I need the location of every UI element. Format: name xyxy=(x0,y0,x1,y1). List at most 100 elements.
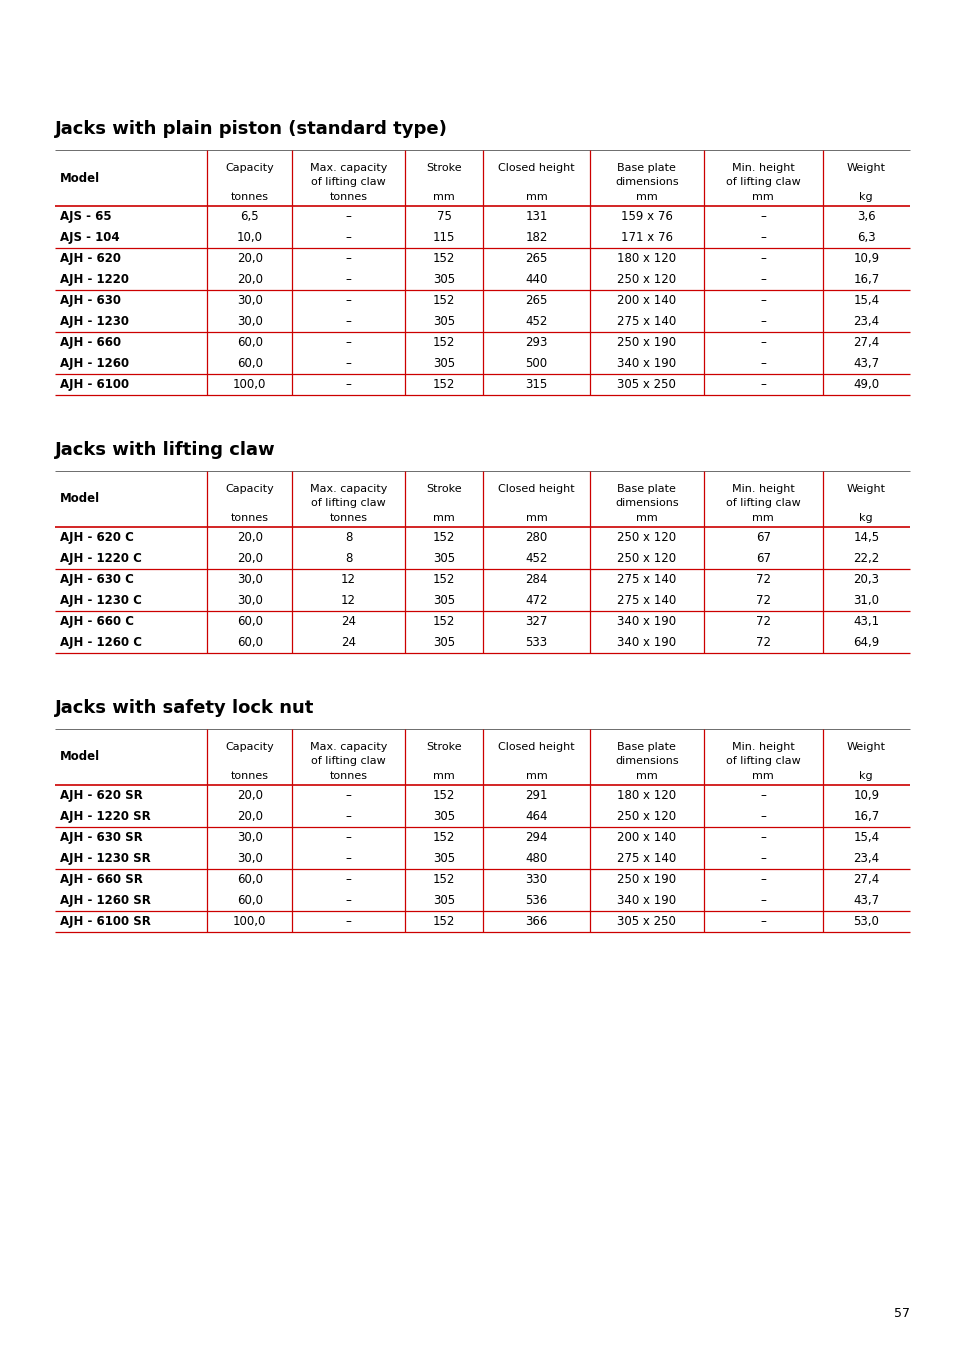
Text: Closed height: Closed height xyxy=(497,484,575,494)
Text: 152: 152 xyxy=(433,873,455,886)
Text: 200 x 140: 200 x 140 xyxy=(617,831,676,844)
Text: –: – xyxy=(345,789,351,802)
Text: kg: kg xyxy=(859,513,872,523)
Text: 340 x 190: 340 x 190 xyxy=(617,357,676,370)
Text: 533: 533 xyxy=(525,636,547,648)
Text: –: – xyxy=(345,231,351,245)
Text: 452: 452 xyxy=(525,553,547,565)
Text: –: – xyxy=(760,852,765,865)
Text: AJH - 660 SR: AJH - 660 SR xyxy=(60,873,143,886)
Text: 305: 305 xyxy=(433,273,455,286)
Text: 64,9: 64,9 xyxy=(852,636,879,648)
Text: –: – xyxy=(345,295,351,307)
Text: Stroke: Stroke xyxy=(426,484,461,494)
Text: 60,0: 60,0 xyxy=(236,336,262,349)
Text: 72: 72 xyxy=(755,615,770,628)
Text: 15,4: 15,4 xyxy=(852,831,879,844)
Text: AJS - 65: AJS - 65 xyxy=(60,209,112,223)
Text: 152: 152 xyxy=(433,915,455,928)
Text: –: – xyxy=(760,789,765,802)
Text: 23,4: 23,4 xyxy=(852,852,879,865)
Text: 284: 284 xyxy=(525,573,547,586)
Text: of lifting claw: of lifting claw xyxy=(725,177,800,186)
Text: AJH - 1220 C: AJH - 1220 C xyxy=(60,553,142,565)
Text: AJH - 630 C: AJH - 630 C xyxy=(60,573,133,586)
Text: –: – xyxy=(760,357,765,370)
Text: 43,1: 43,1 xyxy=(852,615,879,628)
Text: 305: 305 xyxy=(433,357,455,370)
Text: Weight: Weight xyxy=(846,163,885,173)
Text: Closed height: Closed height xyxy=(497,163,575,173)
Text: 152: 152 xyxy=(433,531,455,544)
Text: 293: 293 xyxy=(525,336,547,349)
Text: –: – xyxy=(760,231,765,245)
Text: 23,4: 23,4 xyxy=(852,315,879,328)
Text: 536: 536 xyxy=(525,894,547,907)
Text: 440: 440 xyxy=(525,273,547,286)
Text: dimensions: dimensions xyxy=(615,757,678,766)
Text: Capacity: Capacity xyxy=(225,484,274,494)
Text: 15,4: 15,4 xyxy=(852,295,879,307)
Text: Weight: Weight xyxy=(846,484,885,494)
Text: –: – xyxy=(345,915,351,928)
Text: tonnes: tonnes xyxy=(329,192,367,203)
Text: AJH - 620: AJH - 620 xyxy=(60,253,121,265)
Text: Model: Model xyxy=(60,172,100,185)
Text: –: – xyxy=(345,336,351,349)
Text: 275 x 140: 275 x 140 xyxy=(617,573,676,586)
Text: Base plate: Base plate xyxy=(617,484,676,494)
Text: 152: 152 xyxy=(433,573,455,586)
Text: 500: 500 xyxy=(525,357,547,370)
Text: tonnes: tonnes xyxy=(329,513,367,523)
Text: –: – xyxy=(345,253,351,265)
Text: 20,0: 20,0 xyxy=(236,811,262,823)
Text: –: – xyxy=(760,811,765,823)
Text: Jacks with safety lock nut: Jacks with safety lock nut xyxy=(55,698,314,717)
Text: 16,7: 16,7 xyxy=(852,273,879,286)
Text: –: – xyxy=(345,315,351,328)
Text: 265: 265 xyxy=(525,295,547,307)
Text: kg: kg xyxy=(859,192,872,203)
Text: mm: mm xyxy=(433,513,455,523)
Text: –: – xyxy=(760,295,765,307)
Text: Weight: Weight xyxy=(846,742,885,753)
Text: 291: 291 xyxy=(525,789,547,802)
Text: 250 x 190: 250 x 190 xyxy=(617,873,676,886)
Text: 115: 115 xyxy=(433,231,455,245)
Text: AJH - 630: AJH - 630 xyxy=(60,295,121,307)
Text: Stroke: Stroke xyxy=(426,742,461,753)
Text: 305: 305 xyxy=(433,636,455,648)
Text: 24: 24 xyxy=(340,615,355,628)
Text: 6,5: 6,5 xyxy=(240,209,259,223)
Text: 20,0: 20,0 xyxy=(236,553,262,565)
Text: –: – xyxy=(345,894,351,907)
Text: 280: 280 xyxy=(525,531,547,544)
Text: 152: 152 xyxy=(433,295,455,307)
Text: 12: 12 xyxy=(340,594,355,607)
Text: 53,0: 53,0 xyxy=(853,915,879,928)
Text: Max. capacity: Max. capacity xyxy=(310,742,387,753)
Text: 20,0: 20,0 xyxy=(236,789,262,802)
Text: mm: mm xyxy=(752,513,773,523)
Text: –: – xyxy=(760,873,765,886)
Text: Min. height: Min. height xyxy=(731,163,794,173)
Text: 8: 8 xyxy=(344,531,352,544)
Text: 12: 12 xyxy=(340,573,355,586)
Text: 60,0: 60,0 xyxy=(236,873,262,886)
Text: mm: mm xyxy=(433,771,455,781)
Text: AJH - 1230 SR: AJH - 1230 SR xyxy=(60,852,151,865)
Text: AJH - 660 C: AJH - 660 C xyxy=(60,615,133,628)
Text: AJH - 1260 SR: AJH - 1260 SR xyxy=(60,894,151,907)
Text: 10,0: 10,0 xyxy=(236,231,262,245)
Text: 330: 330 xyxy=(525,873,547,886)
Text: 250 x 120: 250 x 120 xyxy=(617,531,676,544)
Text: 275 x 140: 275 x 140 xyxy=(617,852,676,865)
Text: AJH - 660: AJH - 660 xyxy=(60,336,121,349)
Text: –: – xyxy=(345,873,351,886)
Text: 30,0: 30,0 xyxy=(236,831,262,844)
Text: 305 x 250: 305 x 250 xyxy=(617,378,676,390)
Text: mm: mm xyxy=(433,192,455,203)
Text: 340 x 190: 340 x 190 xyxy=(617,615,676,628)
Text: of lifting claw: of lifting claw xyxy=(311,757,386,766)
Text: 464: 464 xyxy=(525,811,547,823)
